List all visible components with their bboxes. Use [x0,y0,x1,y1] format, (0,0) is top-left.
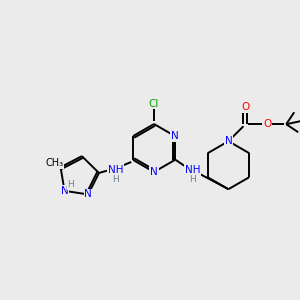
Text: CH₃: CH₃ [46,158,64,168]
Text: NH: NH [185,165,200,175]
Text: O: O [241,102,250,112]
Text: N: N [84,189,92,200]
Text: N: N [150,167,158,177]
Text: O: O [263,119,271,129]
Text: N: N [171,131,179,141]
Text: H: H [189,175,196,184]
Text: N: N [225,136,232,146]
Text: NH: NH [108,165,123,175]
Text: H: H [68,180,74,189]
Text: Cl: Cl [149,99,159,109]
Text: N: N [61,186,68,196]
Text: H: H [112,175,119,184]
